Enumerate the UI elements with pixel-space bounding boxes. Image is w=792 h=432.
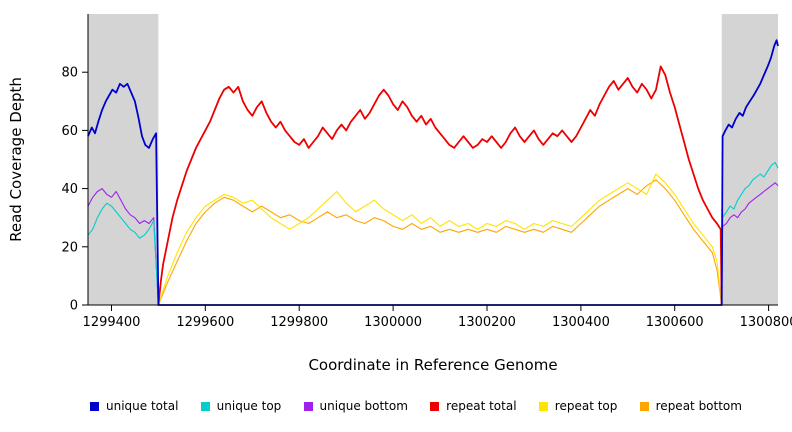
legend-item-unique-top: unique top	[200, 399, 282, 413]
legend-label: unique top	[216, 399, 282, 413]
x-tick-label: 1299400	[83, 315, 141, 330]
series-repeat-bottom	[88, 179, 778, 306]
legend-item-repeat-bottom: repeat bottom	[639, 399, 742, 413]
legend-item-unique-total: unique total	[90, 399, 178, 413]
x-tick-label: 1300600	[646, 315, 704, 330]
legend-label: unique total	[106, 399, 179, 413]
shaded-region	[88, 14, 159, 305]
legend-label: unique bottom	[319, 399, 408, 413]
y-tick-label: 60	[61, 124, 78, 139]
series-unique-top	[87, 161, 779, 306]
x-tick-label: 1299600	[176, 315, 234, 330]
series-unique-bottom	[87, 182, 779, 306]
series-unique-total	[87, 39, 779, 306]
legend-item-unique-bottom: unique bottom	[303, 399, 408, 413]
legend-swatch-icon	[90, 401, 99, 411]
y-tick-label: 40	[61, 182, 78, 197]
legend-swatch-icon	[538, 401, 548, 411]
legend-label: repeat top	[554, 399, 618, 413]
y-tick-label: 0	[70, 299, 78, 314]
y-tick-label: 80	[61, 66, 78, 81]
legend-label: repeat bottom	[655, 399, 742, 413]
y-axis-label: Read Coverage Depth	[7, 77, 25, 242]
chart-legend: unique total unique top unique bottom repea…	[90, 399, 742, 413]
shaded-region	[721, 14, 778, 305]
x-axis-label: Coordinate in Reference Genome	[308, 356, 558, 374]
legend-swatch-icon	[430, 401, 440, 411]
legend-item-repeat-top: repeat top	[538, 399, 618, 413]
x-tick-label: 1300800	[740, 315, 792, 330]
x-tick-label: 1300200	[458, 315, 516, 330]
series-repeat-total	[157, 65, 723, 306]
legend-label: repeat total	[446, 399, 517, 413]
legend-swatch-icon	[303, 401, 313, 411]
legend-swatch-icon	[200, 401, 210, 411]
legend-item-repeat-total: repeat total	[430, 399, 517, 413]
x-tick-label: 1300000	[364, 315, 422, 330]
coverage-chart: 0 20 40 60 80 1299400 1299600 1299800 1300000 130…	[7, 14, 792, 330]
y-tick-label: 20	[61, 240, 78, 255]
series-repeat-top	[157, 173, 723, 306]
x-tick-label: 1299800	[270, 315, 328, 330]
x-tick-label: 1300400	[552, 315, 610, 330]
legend-swatch-icon	[639, 401, 649, 411]
